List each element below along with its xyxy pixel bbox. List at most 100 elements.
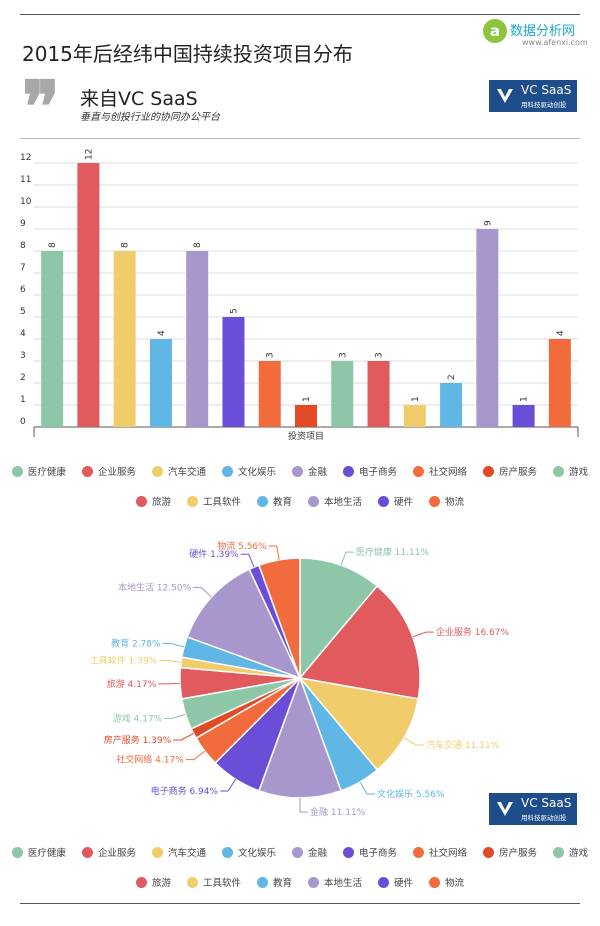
bar[interactable] (440, 383, 463, 427)
legend-item[interactable]: 医疗健康 (11, 464, 66, 478)
pie-leader-line (268, 545, 280, 560)
legend-item[interactable]: 工具软件 (186, 875, 241, 889)
legend-item[interactable]: 本地生活 (308, 494, 362, 508)
bar[interactable] (476, 229, 499, 427)
bar[interactable] (222, 317, 245, 427)
legend-item[interactable]: 文化娱乐 (221, 464, 276, 478)
pie-leader-line (403, 737, 425, 746)
legend-swatch (11, 465, 23, 477)
legend-label: 工具软件 (202, 497, 241, 508)
legend-label: 汽车交通 (167, 467, 206, 478)
legend-swatch (221, 465, 233, 477)
y-tick-label: 5 (20, 307, 26, 317)
legend-item[interactable]: 汽车交通 (151, 464, 206, 478)
legend-swatch (291, 465, 303, 477)
pie-slice[interactable] (186, 568, 302, 680)
legend-item[interactable]: 汽车交通 (151, 845, 206, 859)
legend-item[interactable]: 旅游 (135, 494, 171, 508)
legend-label: 本地生活 (324, 497, 363, 508)
bar[interactable] (113, 251, 136, 427)
bar[interactable] (77, 163, 100, 427)
pie-slice-label: 社交网络 4.17% (116, 754, 184, 766)
legend-item[interactable]: 游戏 (553, 845, 588, 859)
legend-item[interactable]: 电子商务 (343, 845, 397, 859)
bar[interactable] (258, 361, 281, 427)
legend-swatch (256, 876, 268, 888)
y-tick-label: 3 (20, 351, 26, 361)
legend-item[interactable]: 物流 (429, 494, 464, 508)
legend-item[interactable]: 硬件 (378, 875, 413, 889)
brand-tagline: 用科技驱动创投 (521, 101, 567, 109)
bar[interactable] (149, 339, 172, 427)
legend-item[interactable]: 本地生活 (308, 875, 362, 889)
legend-item[interactable]: 社交网络 (413, 464, 467, 478)
legend-label: 社交网络 (429, 467, 468, 478)
legend-item[interactable]: 企业服务 (81, 464, 136, 478)
bar-value-label: 4 (157, 330, 167, 336)
bar-value-label: 3 (375, 352, 385, 358)
bar[interactable] (186, 251, 209, 427)
legend-swatch (413, 465, 425, 477)
legend-item[interactable]: 医疗健康 (11, 845, 66, 859)
bar-value-label: 1 (520, 396, 530, 402)
legend-item[interactable]: 文化娱乐 (221, 845, 276, 859)
legend-label: 房产服务 (499, 467, 538, 478)
bar[interactable] (512, 405, 535, 427)
legend-item[interactable]: 教育 (256, 494, 292, 508)
bar[interactable] (295, 405, 317, 427)
legend-item[interactable]: 金融 (291, 845, 327, 859)
legend-label: 教育 (272, 497, 292, 508)
y-tick-label: 11 (20, 175, 31, 185)
pie-leader-line (299, 797, 309, 813)
legend-item[interactable]: 工具软件 (186, 494, 241, 508)
legend-item[interactable]: 社交网络 (413, 845, 467, 859)
legend-swatch (256, 495, 268, 507)
bar-value-label: 3 (338, 352, 348, 358)
y-tick-label: 2 (20, 373, 26, 383)
bar-value-label: 8 (121, 242, 131, 248)
brand-name: VC SaaS (521, 83, 572, 97)
legend-swatch (378, 495, 390, 507)
legend-item[interactable]: 旅游 (135, 875, 171, 889)
vc-saas-logo-icon (497, 802, 513, 816)
legend-item[interactable]: 金融 (291, 464, 327, 478)
legend-label: 文化娱乐 (237, 848, 276, 859)
bar[interactable] (41, 251, 64, 427)
pie-chart: 医疗健康 11.11% 企业服务 16.67% 汽车交通 11.11% 文化娱乐 5.… (90, 540, 510, 818)
pie-slice[interactable] (298, 585, 421, 700)
legend-item[interactable]: 房产服务 (483, 464, 537, 478)
pie-slice[interactable] (257, 557, 301, 679)
pie-slice-label: 企业服务 16.67% (436, 626, 510, 638)
legend-item[interactable]: 房产服务 (483, 845, 537, 859)
legend-item[interactable]: 电子商务 (343, 464, 397, 478)
bar[interactable] (403, 405, 426, 427)
legend-item[interactable]: 物流 (429, 875, 464, 889)
legend-item[interactable]: 游戏 (553, 464, 588, 478)
bottom-rule (20, 903, 580, 904)
legend-swatch (11, 846, 23, 858)
legend-item[interactable]: 教育 (256, 875, 292, 889)
legend-swatch (81, 465, 93, 477)
legend-label: 房产服务 (499, 848, 538, 859)
pie-slice[interactable] (299, 557, 379, 681)
y-tick-label: 4 (20, 329, 26, 339)
pie-slice-label: 教育 2.78% (111, 637, 161, 649)
legend-item[interactable]: 硬件 (378, 494, 413, 508)
legend-label: 医疗健康 (27, 848, 66, 859)
bar-value-label: 5 (229, 308, 239, 314)
legend-label: 企业服务 (97, 848, 136, 859)
pie-leader-line (173, 733, 194, 741)
legend-swatch (308, 876, 319, 888)
bar[interactable] (367, 361, 390, 427)
legend-label: 旅游 (151, 878, 171, 889)
bar[interactable] (331, 361, 354, 427)
bar-value-label: 8 (48, 242, 58, 248)
pie-slice[interactable] (298, 676, 420, 771)
legend-item[interactable]: 企业服务 (81, 845, 136, 859)
header-rule (20, 138, 580, 139)
pie-leader-line (240, 553, 255, 568)
legend-swatch (221, 846, 233, 858)
legend-label: 社交网络 (429, 848, 468, 859)
bar[interactable] (548, 339, 571, 427)
